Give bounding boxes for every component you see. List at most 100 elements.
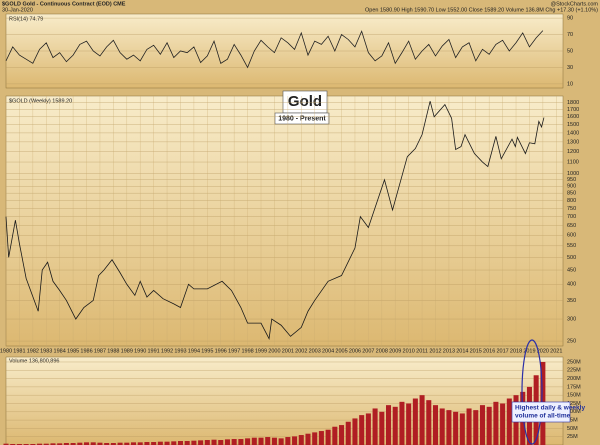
- volume-bar: [77, 442, 83, 445]
- annotation-line: Highest daily & weekly: [515, 405, 585, 412]
- volume-bar: [339, 425, 345, 445]
- x-tick-label: 1990: [134, 348, 146, 354]
- y-tick-label: 550: [567, 243, 576, 249]
- volume-bar: [265, 437, 271, 445]
- x-tick-label: 2015: [470, 348, 482, 354]
- y-tick-label: 75M: [567, 418, 578, 424]
- volume-bar: [110, 443, 116, 445]
- volume-bar: [359, 415, 365, 445]
- volume-bar: [151, 442, 157, 445]
- volume-bar: [412, 398, 418, 445]
- x-tick-label: 1994: [188, 348, 200, 354]
- x-tick-label: 2016: [483, 348, 495, 354]
- x-tick-label: 1987: [94, 348, 106, 354]
- volume-bar: [318, 431, 324, 445]
- y-tick-label: 900: [567, 184, 576, 190]
- x-tick-label: 1986: [80, 348, 92, 354]
- x-tick-label: 2002: [295, 348, 307, 354]
- x-tick-label: 2001: [282, 348, 294, 354]
- volume-bar: [312, 432, 318, 445]
- x-tick-label: 2010: [403, 348, 415, 354]
- y-tick-label: 200M: [567, 376, 581, 382]
- x-tick-label: 2012: [429, 348, 441, 354]
- y-tick-label: 50: [567, 48, 573, 54]
- volume-bar: [184, 441, 190, 445]
- volume-bar: [57, 443, 63, 445]
- x-tick-label: 2018: [510, 348, 522, 354]
- y-tick-label: 1500: [567, 122, 579, 128]
- volume-bar: [386, 405, 392, 445]
- volume-bar: [406, 403, 412, 445]
- volume-bar: [379, 411, 385, 445]
- y-tick-label: 125M: [567, 401, 581, 407]
- x-tick-label: 1984: [54, 348, 66, 354]
- date: 30-Jan-2020: [2, 7, 33, 13]
- y-tick-label: 650: [567, 223, 576, 229]
- volume-bar: [432, 405, 439, 445]
- volume-bar: [298, 435, 304, 445]
- volume-bar: [130, 442, 137, 445]
- y-tick-label: 450: [567, 267, 576, 273]
- volume-bar: [258, 437, 264, 445]
- volume-bar: [37, 443, 43, 445]
- y-tick-label: 25M: [567, 434, 578, 440]
- volume-bar: [231, 439, 237, 445]
- volume-bar: [479, 405, 485, 445]
- x-tick-label: 2003: [309, 348, 321, 354]
- y-tick-label: 30: [567, 65, 573, 71]
- volume-bar: [372, 408, 378, 445]
- y-tick-label: 600: [567, 233, 576, 239]
- volume-bar: [198, 440, 204, 445]
- volume-bar: [104, 443, 110, 445]
- y-tick-label: 1800: [567, 100, 579, 106]
- volume-bar: [345, 421, 351, 445]
- volume-bar: [332, 426, 338, 445]
- rsi-label: RSI(14) 74.79: [9, 16, 43, 22]
- y-tick-label: 750: [567, 206, 576, 212]
- x-tick-label: 1997: [228, 348, 240, 354]
- source: @StockCharts.com: [551, 1, 599, 7]
- chart-title: Gold: [288, 93, 322, 110]
- y-tick-label: 300: [567, 316, 576, 322]
- volume-bar: [218, 440, 224, 445]
- y-tick-label: 500: [567, 255, 576, 261]
- y-tick-label: 150M: [567, 393, 581, 399]
- volume-bar: [43, 443, 49, 445]
- x-tick-label: 2000: [268, 348, 280, 354]
- y-tick-label: 850: [567, 191, 576, 197]
- volume-bar: [506, 398, 512, 445]
- x-tick-label: 1989: [121, 348, 133, 354]
- volume-bar: [84, 442, 90, 445]
- volume-bar: [305, 433, 311, 445]
- volume-bar: [124, 442, 130, 445]
- volume-bar: [473, 410, 479, 445]
- y-tick-label: 250: [567, 339, 576, 345]
- x-tick-label: 1998: [241, 348, 253, 354]
- y-tick-label: 225M: [567, 368, 581, 374]
- x-tick-label: 2019: [523, 348, 535, 354]
- volume-bar: [419, 395, 425, 445]
- x-tick-label: 2007: [362, 348, 374, 354]
- volume-bar: [191, 440, 197, 445]
- x-tick-label: 2004: [322, 348, 334, 354]
- volume-bar: [137, 442, 143, 445]
- x-tick-label: 2021: [550, 348, 562, 354]
- volume-bar: [97, 442, 103, 445]
- x-tick-label: 1988: [107, 348, 119, 354]
- volume-bar: [453, 411, 459, 445]
- volume-label: Volume 136,800,896: [9, 358, 59, 364]
- y-tick-label: 950: [567, 177, 576, 183]
- y-tick-label: 400: [567, 282, 576, 288]
- volume-bar: [365, 413, 371, 445]
- x-tick-label: 2014: [456, 348, 468, 354]
- x-tick-label: 1981: [13, 348, 25, 354]
- y-tick-label: 1700: [567, 107, 579, 113]
- x-tick-label: 1995: [201, 348, 213, 354]
- x-tick-label: 2005: [335, 348, 347, 354]
- x-tick-label: 2009: [389, 348, 401, 354]
- x-tick-label: 1982: [27, 348, 39, 354]
- volume-bar: [285, 437, 291, 445]
- y-tick-label: 1600: [567, 114, 579, 120]
- y-tick-label: 1300: [567, 139, 579, 145]
